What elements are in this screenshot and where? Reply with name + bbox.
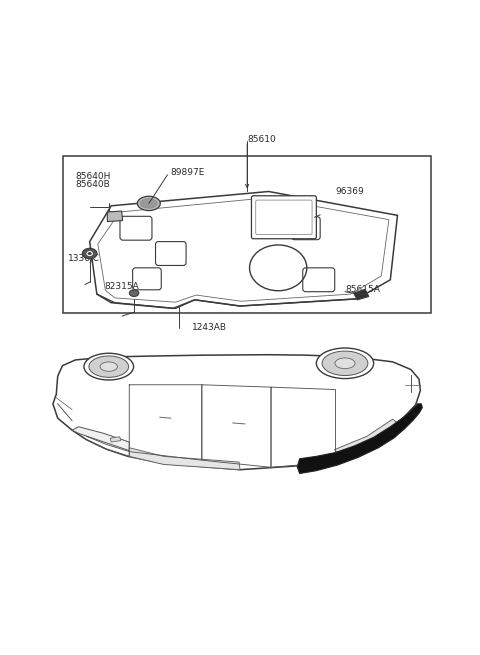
Text: 1243AB: 1243AB [192,323,227,332]
Polygon shape [297,404,422,474]
Polygon shape [108,211,122,221]
Ellipse shape [316,348,373,379]
Polygon shape [129,448,240,470]
Ellipse shape [137,196,160,210]
Text: 82315A: 82315A [104,282,139,291]
Polygon shape [335,419,398,455]
Text: 96369: 96369 [336,187,364,196]
Text: 85640B: 85640B [75,180,110,189]
Ellipse shape [130,290,139,297]
Text: 1336JC: 1336JC [68,253,100,263]
Text: 89897E: 89897E [171,168,205,177]
Ellipse shape [83,248,97,259]
Text: 85640H: 85640H [75,172,111,181]
Ellipse shape [87,252,92,255]
Ellipse shape [84,353,133,380]
Polygon shape [90,191,397,309]
Text: 85615A: 85615A [345,285,380,294]
Polygon shape [72,427,129,451]
Text: 85610: 85610 [247,136,276,145]
Ellipse shape [89,356,129,377]
Ellipse shape [322,351,368,375]
Bar [63,156,431,313]
Polygon shape [110,437,120,442]
Polygon shape [53,355,420,470]
FancyBboxPatch shape [252,196,316,238]
Polygon shape [354,290,369,300]
Ellipse shape [100,362,118,371]
Ellipse shape [141,198,157,208]
Ellipse shape [335,358,355,369]
